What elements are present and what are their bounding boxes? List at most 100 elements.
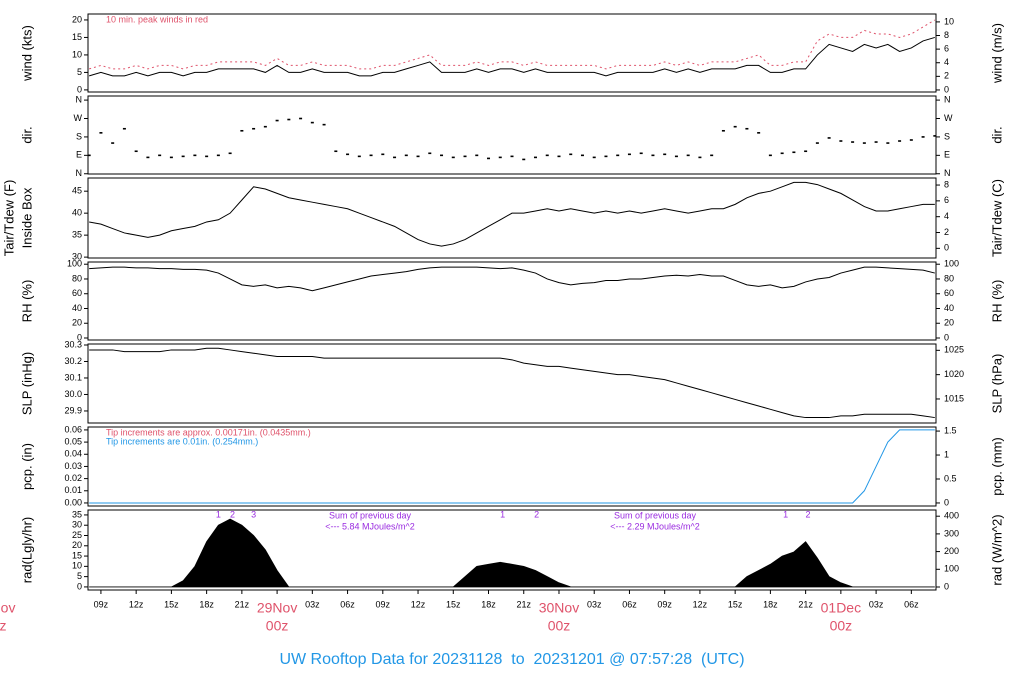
series-line <box>89 266 935 292</box>
x-tick-label: 09z <box>376 599 391 609</box>
y-tick-label: 0.01 <box>64 485 82 495</box>
y-tick-label: 20 <box>72 318 82 328</box>
sun-mark: 2 <box>534 509 539 519</box>
y-tick-label: 25 <box>72 530 82 540</box>
y-tick-label: 15 <box>72 550 82 560</box>
dir-point <box>674 155 678 158</box>
dir-point <box>933 135 937 137</box>
y2-axis-label: rad (W/m^2) <box>989 514 1004 585</box>
panel-frame <box>87 343 937 424</box>
series-line <box>89 429 935 504</box>
y-axis-label: RH (%) <box>19 280 34 323</box>
y-tick-label: E <box>76 150 82 160</box>
dir-point <box>569 153 573 156</box>
y2-tick-label: E <box>944 150 950 160</box>
dir-point <box>686 154 690 157</box>
x-tick-label: 09z <box>657 599 672 609</box>
y-tick-label: 100 <box>67 259 82 269</box>
y-tick-label: W <box>74 113 83 123</box>
x-tick-label: 18z <box>199 599 214 609</box>
y2-tick-label: 400 <box>944 511 959 521</box>
dir-point <box>498 156 502 159</box>
sun-mark: 2 <box>805 509 810 519</box>
dir-point <box>334 150 338 153</box>
x-tick-label: 18z <box>481 599 496 609</box>
y-tick-label: 5 <box>77 571 82 581</box>
dir-point <box>557 155 561 158</box>
y2-tick-label: 8 <box>944 30 949 40</box>
panel-frame <box>87 509 937 591</box>
series-line <box>89 19 936 70</box>
y2-tick-label: 300 <box>944 528 959 538</box>
y2-tick-label: N <box>944 168 951 178</box>
x-tick-label: 03z <box>305 599 320 609</box>
y2-tick-label: 0 <box>944 497 949 507</box>
panel-frame <box>87 95 937 175</box>
dir-point <box>404 154 408 157</box>
dir-point <box>733 125 737 128</box>
y2-tick-label: 6 <box>944 43 949 53</box>
y-tick-label: 30.3 <box>64 339 82 349</box>
y-axis-label: rad(Lgly/hr) <box>19 517 34 583</box>
y-axis-label: pcp. (in) <box>19 443 34 490</box>
y-tick-label: N <box>76 168 83 178</box>
y-tick-label: 0 <box>77 84 82 94</box>
y2-tick-label: 4 <box>944 211 949 221</box>
dir-point <box>369 154 373 157</box>
panel-frame <box>87 177 937 259</box>
y2-tick-label: 1020 <box>944 369 964 379</box>
y-tick-label: 0.04 <box>64 449 82 459</box>
y-tick-label: 45 <box>72 186 82 196</box>
dir-point <box>862 142 866 144</box>
dir-point <box>886 142 890 144</box>
y-tick-label: 0.03 <box>64 461 82 471</box>
y2-tick-label: 4 <box>944 57 949 67</box>
dir-point <box>639 152 643 155</box>
y2-tick-label: 1.5 <box>944 425 957 435</box>
y2-tick-label: 1015 <box>944 393 964 403</box>
y2-tick-label: 0 <box>944 243 949 253</box>
y-tick-label: 30 <box>72 251 82 261</box>
sun-mark: 3 <box>251 509 256 519</box>
y2-axis-label: pcp. (mm) <box>989 437 1004 496</box>
y-tick-label: 15 <box>72 32 82 42</box>
dir-point <box>745 127 749 130</box>
dir-point <box>651 154 655 157</box>
dir-point <box>252 127 256 130</box>
y2-tick-label: 10 <box>944 16 954 26</box>
x-tick-label: 21z <box>235 599 250 609</box>
dir-point <box>205 155 209 158</box>
dir-point <box>780 152 784 155</box>
y-tick-label: 80 <box>72 273 82 283</box>
dir-point <box>815 142 819 144</box>
y2-tick-label: 0 <box>944 84 949 94</box>
dir-point <box>146 156 150 159</box>
y-tick-label: 0.06 <box>64 424 82 434</box>
dir-point <box>533 156 537 159</box>
x-tick-label: 15z <box>728 599 743 609</box>
y2-tick-label: S <box>944 131 950 141</box>
y-tick-label: 35 <box>72 509 82 519</box>
date-hour-label: 00z <box>266 618 289 634</box>
dir-point <box>545 154 549 157</box>
dir-point <box>874 141 878 143</box>
dir-point <box>158 154 162 157</box>
y2-tick-label: 200 <box>944 546 959 556</box>
dir-point <box>627 153 631 156</box>
dir-point <box>310 121 314 124</box>
dir-point <box>757 132 761 134</box>
x-tick-label: 15z <box>164 599 179 609</box>
dir-point <box>216 154 220 157</box>
panel-frame <box>87 426 937 507</box>
x-tick-label: 12z <box>411 599 426 609</box>
dir-point <box>381 153 385 156</box>
y-tick-label: 40 <box>72 303 82 313</box>
x-tick-label: 09z <box>94 599 109 609</box>
y2-tick-label: 0 <box>944 332 949 342</box>
y2-tick-label: 0 <box>944 581 949 591</box>
dir-point <box>240 129 244 132</box>
dir-point <box>487 157 491 160</box>
dir-point <box>357 155 361 158</box>
dir-point <box>134 150 138 153</box>
dir-point <box>710 154 714 157</box>
